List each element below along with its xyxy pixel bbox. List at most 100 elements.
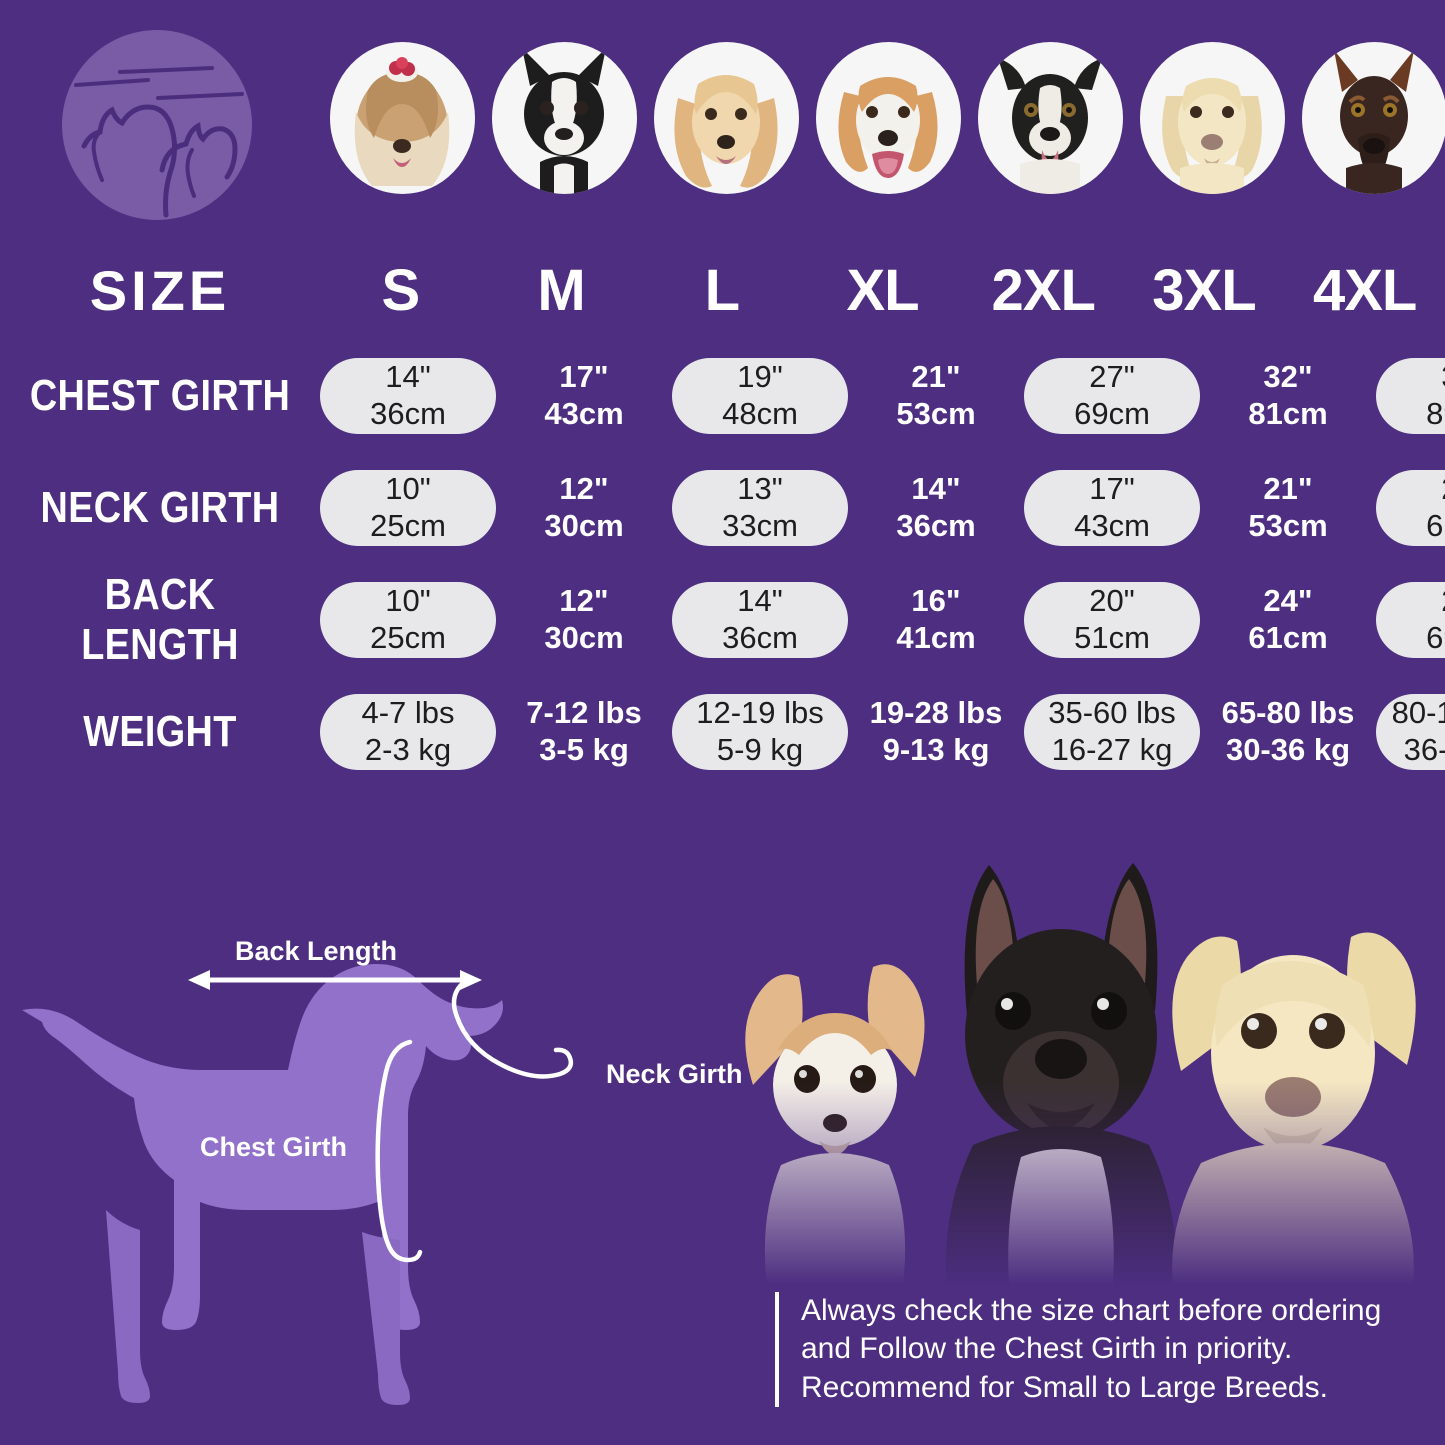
- size-header-s: S: [381, 257, 421, 323]
- row-label-back-length: BACK LENGTH: [81, 570, 239, 669]
- cell-metric: 53cm: [896, 396, 976, 431]
- ordering-note: Always check the size chart before order…: [775, 1292, 1425, 1408]
- chest-girth-loop-icon: [375, 1039, 423, 1263]
- neck-girth-label: Neck Girth: [606, 1059, 743, 1089]
- breed-photo-group: [715, 835, 1445, 1285]
- table-row: NECK GIRTH 10" 25cm 12" 30cm 13" 33cm 14" 36…: [0, 452, 1445, 564]
- size-header-3xl: 3XL: [1152, 257, 1256, 323]
- cell-metric: 41cm: [896, 620, 976, 655]
- cell-imperial: 14": [385, 359, 431, 395]
- cell-imperial: 19": [737, 359, 783, 395]
- cell-imperial: 12-19 lbs: [696, 695, 824, 731]
- cell-imperial: 14": [911, 471, 961, 507]
- cell-imperial: 7-12 lbs: [526, 695, 642, 731]
- cell-imperial: 32": [1263, 359, 1313, 395]
- cell-metric: 89cm: [1426, 396, 1445, 431]
- note-line-2: and Follow the Chest Girth in priority.: [801, 1332, 1293, 1366]
- cell-metric: 33cm: [722, 508, 798, 543]
- beagle-portrait-icon: [816, 42, 961, 194]
- cell-imperial: 27": [1376, 583, 1445, 620]
- cell-metric: 36cm: [896, 508, 976, 543]
- cell-imperial: 35-60 lbs: [1048, 695, 1176, 731]
- cell-imperial: 80-120 lbs: [1391, 695, 1445, 731]
- size-header-l: L: [704, 257, 740, 323]
- cell-imperial: 12": [559, 583, 609, 619]
- cell-metric: 61cm: [1426, 508, 1445, 543]
- cell-imperial: 16": [911, 583, 961, 619]
- cell-metric: 30-36 kg: [1225, 732, 1351, 767]
- cell-metric: 36-55 kg: [1403, 732, 1445, 767]
- size-header-2xl: 2XL: [991, 257, 1096, 323]
- row-label-neck-girth: NECK GIRTH: [40, 483, 280, 532]
- cell-metric: 30cm: [544, 508, 624, 543]
- labrador-portrait-icon: [1140, 42, 1285, 194]
- row-label-chest-girth: CHEST GIRTH: [29, 371, 291, 420]
- cell-metric: 30cm: [544, 620, 624, 655]
- cell-imperial: 21": [911, 359, 961, 395]
- cell-metric: 2-3 kg: [364, 732, 452, 767]
- cell-metric: 36cm: [722, 620, 798, 655]
- row-label-weight: WEIGHT: [83, 707, 237, 756]
- cell-imperial: 4-7 lbs: [361, 695, 455, 731]
- cell-imperial: 17": [1089, 471, 1135, 507]
- dog-side-silhouette-icon: [22, 964, 503, 1405]
- note-line-3: Recommend for Small to Large Breeds.: [801, 1370, 1328, 1404]
- note-line-1: Always check the size chart before order…: [801, 1294, 1382, 1327]
- cell-metric: 25cm: [370, 620, 446, 655]
- back-length-arrow-icon: [188, 970, 482, 990]
- shih-tzu-portrait-icon: [330, 42, 475, 194]
- measurement-diagram: Back Length Neck Girth Chest Girth: [10, 860, 770, 1420]
- cell-imperial: 35": [1376, 359, 1445, 396]
- cell-metric: 61cm: [1248, 620, 1328, 655]
- chest-girth-label: Chest Girth: [200, 1132, 347, 1162]
- cell-imperial: 17": [559, 359, 609, 395]
- size-header-4xl: 4XL: [1312, 257, 1417, 323]
- cell-metric: 43cm: [1074, 508, 1150, 543]
- cell-metric: 81cm: [1248, 396, 1328, 431]
- cell-metric: 51cm: [1074, 620, 1150, 655]
- cell-metric: 36cm: [370, 396, 446, 431]
- cell-metric: 69cm: [1426, 620, 1445, 655]
- cell-imperial: 24": [1263, 583, 1313, 619]
- cell-imperial: 27": [1089, 359, 1135, 395]
- table-row: BACK LENGTH 10" 25cm 12" 30cm 14" 36cm 16" 4…: [0, 564, 1445, 676]
- size-header-cells: S M L XL 2XL 3XL 4XL: [320, 257, 1445, 324]
- cell-imperial: 19-28 lbs: [869, 695, 1003, 731]
- chihuahua-photo-icon: [745, 964, 925, 1285]
- cell-imperial: 14": [737, 583, 783, 619]
- table-header-row: SIZE S M L XL 2XL 3XL 4XL: [0, 240, 1445, 340]
- cell-metric: 16-27 kg: [1051, 732, 1173, 767]
- table-row: CHEST GIRTH 14" 36cm 17" 43cm 19" 48cm 21" 5…: [0, 340, 1445, 452]
- french-bulldog-photo-icon: [946, 863, 1176, 1285]
- size-chart-table: SIZE S M L XL 2XL 3XL 4XL CHEST GIRTH 14…: [0, 240, 1445, 788]
- size-header-xl: XL: [846, 257, 919, 323]
- cell-metric: 3-5 kg: [539, 732, 629, 767]
- cell-imperial: 13": [737, 471, 783, 507]
- cell-imperial: 12": [559, 471, 609, 507]
- cell-imperial: 21": [1263, 471, 1313, 507]
- cell-metric: 53cm: [1248, 508, 1328, 543]
- cell-imperial: 65-80 lbs: [1221, 695, 1355, 731]
- neck-girth-loop-icon: [451, 981, 574, 1079]
- size-title: SIZE: [89, 258, 231, 322]
- cell-metric: 69cm: [1074, 396, 1150, 431]
- dog-cat-circle-logo-icon: [62, 30, 252, 220]
- cell-metric: 5-9 kg: [716, 732, 804, 767]
- cell-imperial: 10": [385, 583, 431, 619]
- cell-metric: 43cm: [544, 396, 624, 431]
- cocker-spaniel-portrait-icon: [654, 42, 799, 194]
- labrador-photo-icon: [1172, 932, 1416, 1285]
- cell-imperial: 24": [1376, 471, 1445, 508]
- cell-imperial: 20": [1089, 583, 1135, 619]
- size-header-m: M: [537, 257, 585, 323]
- cell-metric: 9-13 kg: [882, 732, 990, 767]
- cell-metric: 25cm: [370, 508, 446, 543]
- header-bar: [0, 0, 1445, 230]
- cell-metric: 48cm: [722, 396, 798, 431]
- breed-portrait-strip: [330, 42, 1445, 194]
- back-length-label: Back Length: [235, 936, 397, 966]
- border-collie-portrait-icon: [978, 42, 1123, 194]
- doberman-portrait-icon: [1302, 42, 1445, 194]
- cell-imperial: 10": [385, 471, 431, 507]
- boston-terrier-portrait-icon: [492, 42, 637, 194]
